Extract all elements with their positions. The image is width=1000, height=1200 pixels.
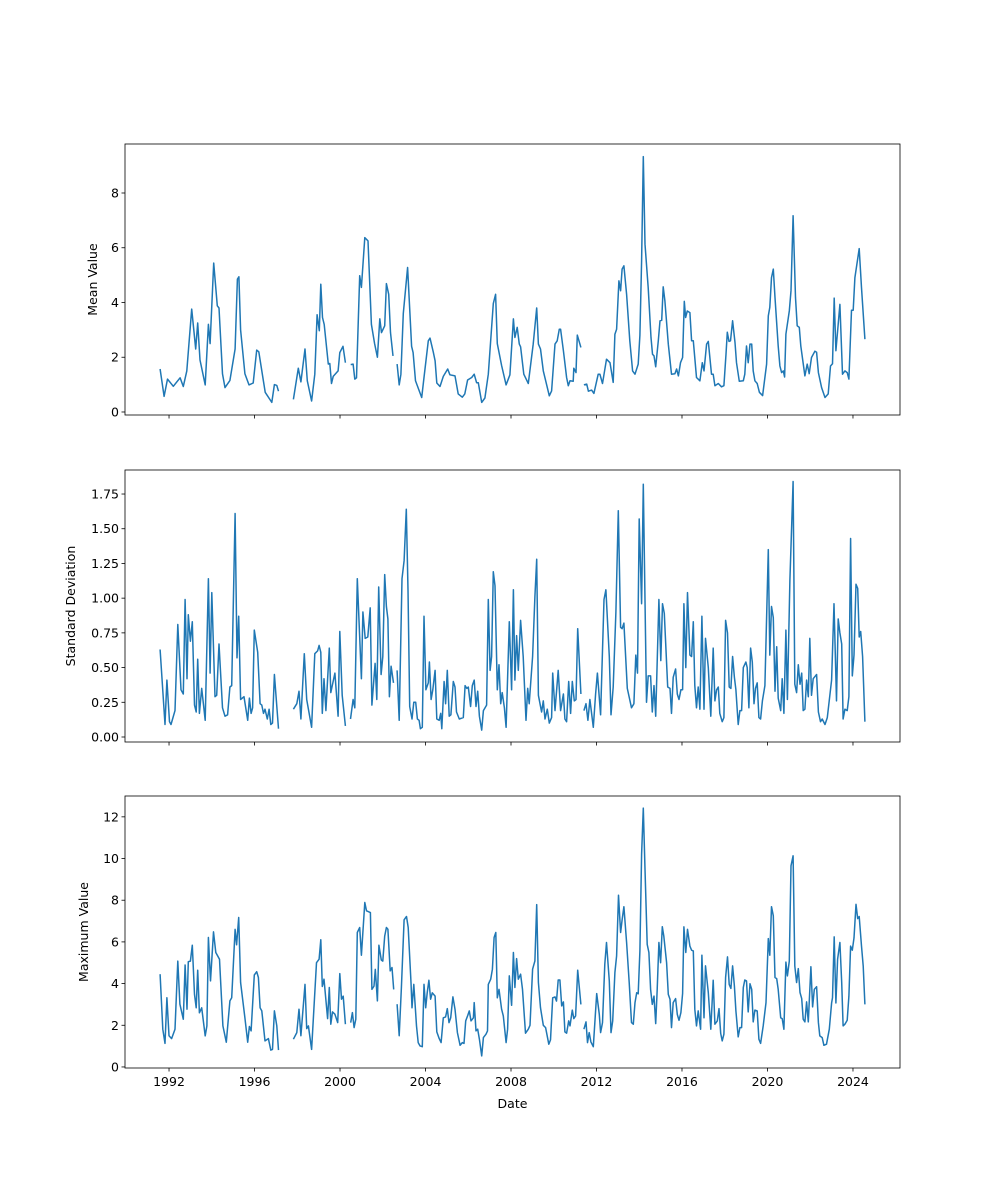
y-axis-label: Mean Value [85,243,100,316]
series-line-segment [159,262,280,404]
panel-1: 0 2 4 6 8 Mean Value [85,143,901,419]
y-tick-label: 4 [111,295,119,310]
x-tick-label: 2020 [752,1074,784,1089]
panel-2: 0.00 0.25 0.50 0.75 1.00 1.25 1.50 1.75 Standard… [63,469,901,746]
axes-frame [124,795,901,1069]
x-tick-label: 2012 [581,1074,613,1089]
panel-3: 0 2 4 6 8 10 12 1992 1996 2000 2004 2008 2012 2016 202… [76,795,901,1089]
y-tick-label: 0.75 [91,625,119,640]
x-tick-label: 1996 [239,1074,271,1089]
x-tick-label: 2016 [666,1074,698,1089]
y-tick-label: 1.25 [91,556,119,571]
y-tick-label: 2 [111,1018,119,1033]
axes-frame [124,469,901,743]
series-line-segment [350,236,394,380]
x-tick-label: 2004 [410,1074,442,1089]
series-line-segment [292,283,347,402]
y-tick-label: 0 [111,1059,119,1074]
series-line-segment [396,508,582,731]
series-line-segment [349,573,395,720]
y-tick-label: 2 [111,350,119,365]
series-line-segment [583,155,866,399]
x-tick-label: 2024 [837,1074,869,1089]
y-tick-label: 0.00 [91,730,119,745]
series-line-segment [396,903,582,1057]
series-line-segment [396,266,582,404]
y-tick-label: 1.75 [91,487,119,502]
series-line-segment [583,480,866,729]
series-line-segment [349,901,395,1029]
y-tick-label: 0.50 [91,660,119,675]
x-tick-label: 2008 [495,1074,527,1089]
y-tick-label: 8 [111,185,119,200]
y-tick-label: 0 [111,404,119,419]
y-tick-label: 6 [111,240,119,255]
series-line-segment [159,916,280,1051]
y-tick-label: 6 [111,934,119,949]
x-tick-label: 1992 [153,1074,185,1089]
series-line-segment [159,512,280,729]
y-tick-label: 0.25 [91,695,119,710]
y-tick-label: 10 [103,851,119,866]
series-line-segment [292,630,347,729]
y-axis-label: Standard Deviation [63,546,78,667]
y-tick-label: 8 [111,893,119,908]
y-axis-label: Maximum Value [76,882,91,982]
series-line-segment [292,939,347,1051]
y-tick-label: 1.00 [91,591,119,606]
series-line-segment [583,807,866,1048]
y-tick-label: 1.50 [91,521,119,536]
y-tick-label: 4 [111,976,119,991]
x-tick-label: 2000 [324,1074,356,1089]
axes-frame [124,143,901,416]
y-tick-label: 12 [103,809,119,824]
x-axis-label: Date [498,1096,528,1111]
